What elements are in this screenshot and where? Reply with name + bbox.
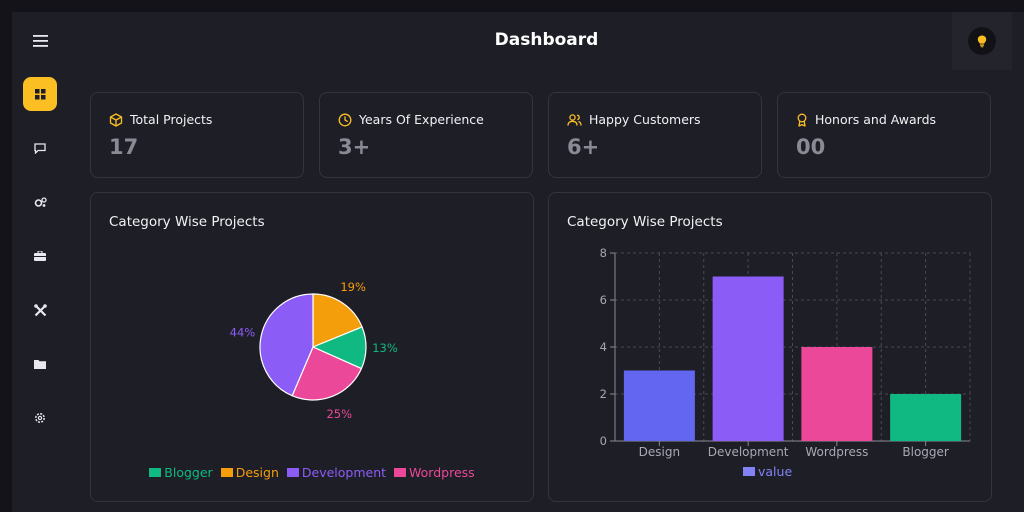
legend-swatch <box>220 468 233 477</box>
stat-label-row: Years Of Experience <box>338 112 484 127</box>
stat-label-row: Total Projects <box>109 112 212 127</box>
legend-swatch <box>286 468 299 477</box>
stat-value: 6+ <box>567 135 600 159</box>
toolbox-icon <box>34 251 46 261</box>
x-tick-label: Design <box>639 445 680 459</box>
pie-label-wordpress: 25% <box>326 407 352 421</box>
stat-label: Years Of Experience <box>359 112 484 127</box>
gears-icon <box>34 196 47 207</box>
dashboard-content: Total Projects 17 Years Of Experience 3+… <box>69 70 1024 512</box>
legend-swatch-value <box>743 467 755 476</box>
legend-swatch <box>149 468 162 477</box>
legend-item-development[interactable]: Development <box>286 465 387 480</box>
users-icon <box>567 113 582 126</box>
pie-chart-title: Category Wise Projects <box>109 214 265 230</box>
x-tick-label: Blogger <box>902 445 949 459</box>
sidebar-item-messages[interactable] <box>23 131 57 165</box>
pie-label-development: 44% <box>230 326 256 340</box>
sidebar-item-dashboard[interactable] <box>23 77 57 111</box>
stat-label-row: Honors and Awards <box>796 112 936 127</box>
legend-label: Design <box>235 465 279 480</box>
sidebar-item-skills[interactable] <box>23 293 57 327</box>
sidebar-item-settings[interactable] <box>23 401 57 435</box>
clock-icon <box>338 113 352 126</box>
bar-blogger[interactable] <box>890 394 962 441</box>
lightbulb-icon <box>977 35 987 47</box>
legend-label: Wordpress <box>409 465 475 480</box>
y-tick-label: 6 <box>600 293 607 307</box>
bar-chart: 0 2 4 6 8 Design Development Wordpress Blogger va… <box>600 246 971 479</box>
sidebar-item-portfolio[interactable] <box>23 239 57 273</box>
stat-value: 3+ <box>338 135 371 159</box>
award-icon <box>797 113 807 127</box>
stat-card-happy-customers: Happy Customers 6+ <box>548 92 762 178</box>
chat-icon <box>34 142 46 154</box>
stat-card-total-projects: Total Projects 17 <box>90 92 304 178</box>
legend-label-value[interactable]: value <box>758 464 792 479</box>
x-tick-label: Development <box>708 445 789 459</box>
y-tick-label: 8 <box>600 246 607 260</box>
theme-toggle-container <box>952 12 1012 70</box>
hamburger-menu-button[interactable] <box>12 12 69 69</box>
bar-chart-card: Category Wise Projects 0 2 4 6 8 Design Develo… <box>548 192 992 502</box>
pie-slice-development[interactable] <box>259 293 314 397</box>
legend-swatch <box>394 468 407 477</box>
stat-value: 17 <box>109 135 139 159</box>
top-header: Dashboard <box>69 12 1024 70</box>
pie-slice-wordpress[interactable] <box>291 346 363 401</box>
grid-icon <box>34 88 45 99</box>
stat-card-honors-awards: Honors and Awards 00 <box>777 92 991 178</box>
pie-label-design: 19% <box>340 280 366 294</box>
pie-chart: 19% 13% 25% 44% <box>230 280 398 421</box>
sidebar-item-services[interactable] <box>23 185 57 219</box>
legend-item-design[interactable]: Design <box>220 465 279 480</box>
x-tick-label: Wordpress <box>805 445 868 459</box>
tools-icon <box>33 303 47 316</box>
legend-item-wordpress[interactable]: Wordpress <box>394 465 475 480</box>
sidebar <box>12 12 69 512</box>
legend-label: Blogger <box>164 465 213 480</box>
bar-development[interactable] <box>712 276 784 442</box>
bar-chart-title: Category Wise Projects <box>567 214 723 230</box>
page-title: Dashboard <box>494 30 599 50</box>
y-tick-label: 0 <box>600 434 607 448</box>
cube-icon <box>109 112 123 127</box>
y-tick-label: 4 <box>600 340 607 354</box>
settings-icon <box>35 413 45 423</box>
stat-label: Happy Customers <box>589 112 701 127</box>
pie-slice-design[interactable] <box>312 293 363 348</box>
sidebar-item-files[interactable] <box>23 347 57 381</box>
stat-label: Total Projects <box>130 112 213 127</box>
stat-label: Honors and Awards <box>815 112 937 127</box>
stat-label-row: Happy Customers <box>567 112 701 127</box>
theme-toggle-button[interactable] <box>968 27 996 55</box>
stat-card-years-experience: Years Of Experience 3+ <box>319 92 533 178</box>
y-tick-label: 2 <box>600 387 607 401</box>
folder-icon <box>34 360 46 369</box>
bar-wordpress[interactable] <box>801 347 873 441</box>
stat-value: 00 <box>796 135 826 159</box>
hamburger-icon <box>32 34 48 47</box>
legend-item-blogger[interactable]: Blogger <box>149 465 213 480</box>
bar-design[interactable] <box>623 370 695 442</box>
pie-label-blogger: 13% <box>372 341 398 355</box>
pie-chart-legend: Blogger Design Development Wordpress <box>91 465 533 480</box>
pie-chart-card: Category Wise Projects 19% 13% 25% 44% Blog… <box>90 192 534 502</box>
legend-label: Development <box>301 465 387 480</box>
